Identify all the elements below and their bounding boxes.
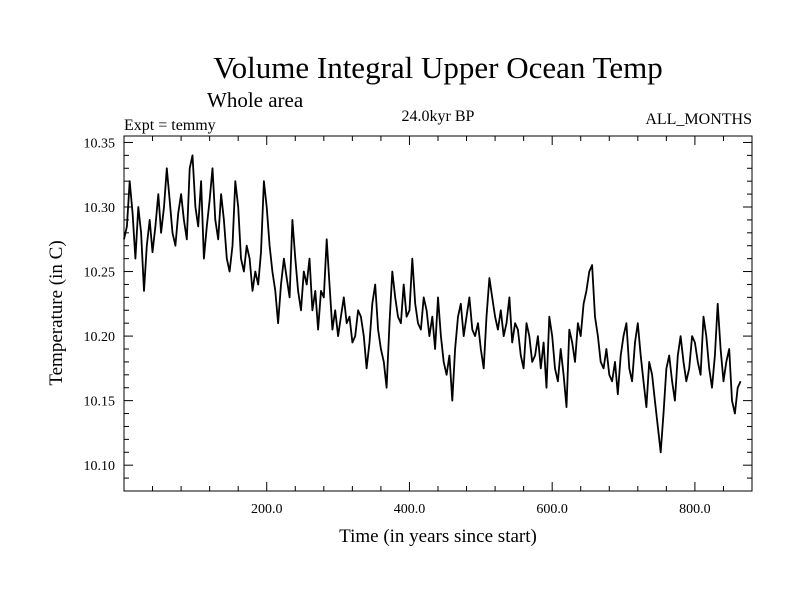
temperature-series-line	[123, 154, 742, 454]
plot-frame	[123, 135, 753, 492]
y-axis-ticks	[124, 141, 752, 492]
x-tick-label: 800.0	[679, 502, 711, 517]
y-tick-label: 10.10	[84, 459, 116, 474]
y-tick-label: 10.25	[84, 266, 116, 281]
y-tick-label: 10.15	[84, 395, 116, 410]
x-axis-label: Time (in years since start)	[339, 526, 537, 547]
y-tick-label: 10.35	[84, 136, 116, 151]
x-axis-tick-labels: 200.0 400.0 600.0 800.0	[251, 502, 711, 517]
period-label: 24.0kyr BP	[402, 108, 475, 125]
y-axis-tick-labels: 10.10 10.15 10.20 10.25 10.30 10.35	[84, 136, 116, 474]
x-tick-label: 400.0	[394, 502, 426, 517]
experiment-label: Expt = temmy	[124, 117, 216, 134]
x-tick-label: 600.0	[536, 502, 568, 517]
x-axis-ticks	[123, 136, 753, 491]
y-axis-label: Temperature (in C)	[46, 240, 67, 385]
chart-title: Volume Integral Upper Ocean Temp	[213, 50, 663, 85]
y-tick-label: 10.20	[84, 330, 116, 345]
chart-subtitle: Whole area	[207, 88, 304, 112]
y-tick-label: 10.30	[84, 201, 116, 216]
months-label: ALL_MONTHS	[645, 111, 752, 128]
x-tick-label: 200.0	[251, 502, 283, 517]
